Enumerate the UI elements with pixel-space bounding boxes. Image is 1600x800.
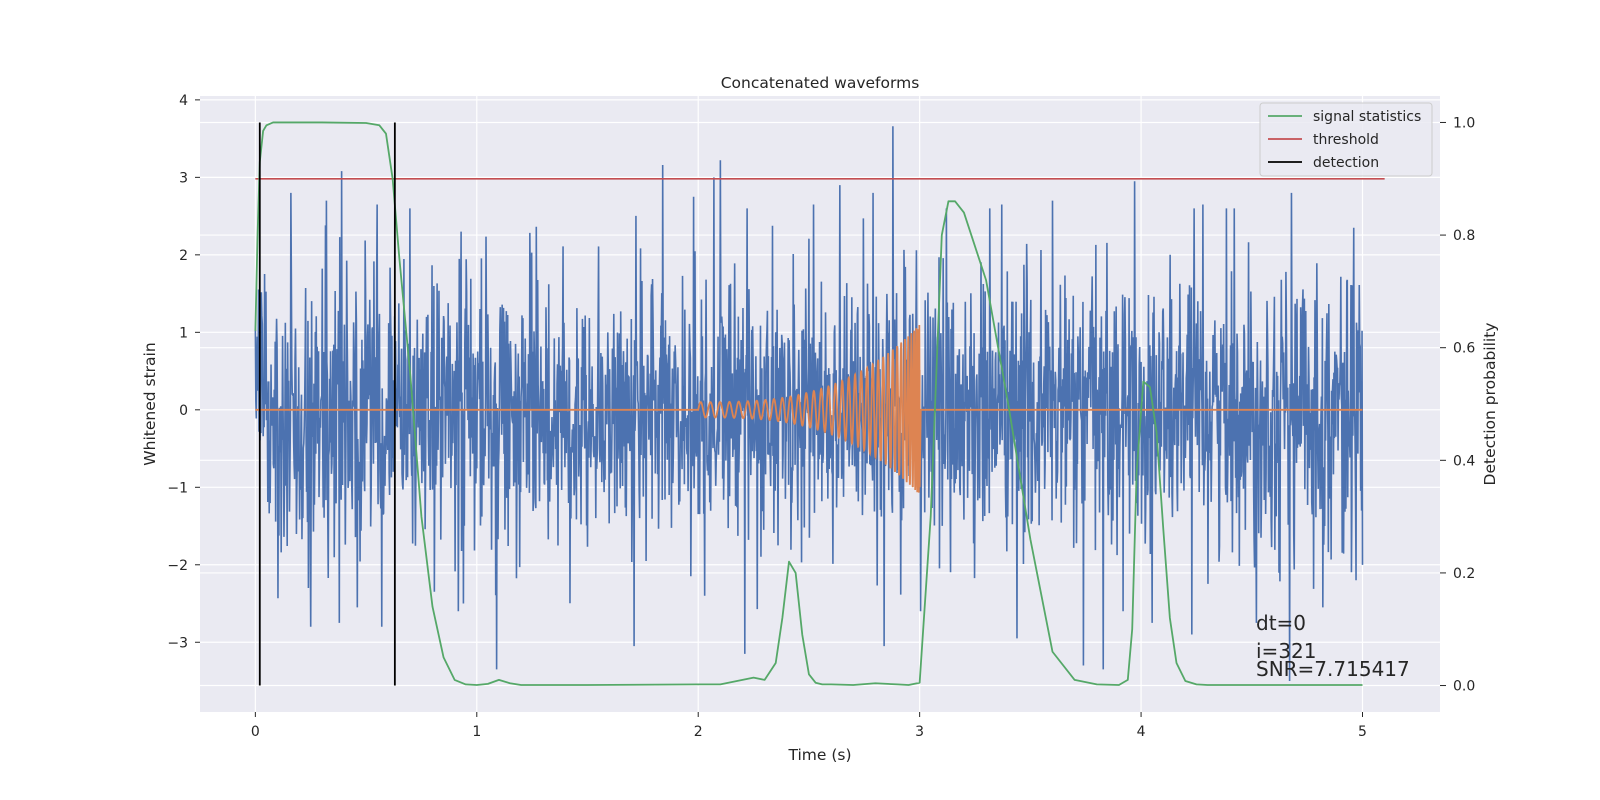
annotation-i: i=321 (1256, 639, 1317, 663)
y-tick-label: −1 (167, 480, 188, 496)
legend-box (1259, 102, 1433, 177)
y2-tick-label: 0.4 (1453, 453, 1475, 469)
axes-layer: 0 1 2 3 4 5 4 3 2 1 0 −1 −2 −3 1.0 0.8 0.6 0.4 0.2 0.0 (167, 93, 1475, 740)
legend-label-signal-statistics: signal statistics (1313, 109, 1421, 125)
x-tick-label: 4 (1137, 724, 1146, 740)
y2-tick-label: 0.2 (1453, 566, 1475, 582)
legend-label-threshold: threshold (1313, 132, 1379, 148)
y-tick-label: 2 (179, 248, 188, 264)
chart-title: Concatenated waveforms (721, 74, 920, 92)
annotation-snr: SNR=7.715417 (1256, 657, 1410, 681)
series-layer (254, 121, 1385, 686)
y-tick-label: 4 (179, 93, 188, 109)
y2-tick-label: 0.0 (1453, 679, 1475, 695)
x-tick-label: 5 (1358, 724, 1367, 740)
y2-tick-label: 1.0 (1453, 115, 1475, 131)
y-axis-label: Whitened strain (141, 342, 159, 465)
x-tick-label: 2 (694, 724, 703, 740)
signal-statistics-line (254, 121, 1363, 686)
y-tick-label: −2 (167, 558, 188, 574)
y2-tick-label: 0.8 (1453, 228, 1475, 244)
y-tick-label: −3 (167, 635, 188, 651)
annotation-dt: dt=0 (1256, 611, 1306, 635)
y-tick-label: 1 (179, 325, 188, 341)
x-tick-label: 1 (472, 724, 481, 740)
x-tick-label: 0 (251, 724, 260, 740)
annotations: dt=0 i=321 SNR=7.715417 (1256, 611, 1410, 681)
strain-series-line (254, 126, 1364, 682)
x-tick-label: 3 (915, 724, 924, 740)
y-tick-label: 0 (179, 403, 188, 419)
injected-waveform-line (255, 324, 1363, 493)
y2-tick-label: 0.6 (1453, 341, 1475, 357)
y-tick-label: 3 (179, 170, 188, 186)
y2-axis-label: Detection probability (1481, 323, 1499, 486)
legend: signal statistics threshold detection (1259, 102, 1433, 177)
legend-label-detection: detection (1313, 155, 1379, 171)
x-axis-label: Time (s) (787, 746, 851, 764)
